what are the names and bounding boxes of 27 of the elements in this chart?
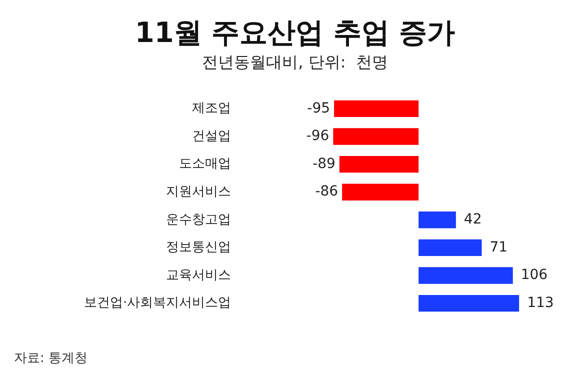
data-label: -95 [307, 100, 330, 116]
bar [418, 212, 456, 228]
data-label: 113 [527, 294, 554, 311]
data-label: -96 [306, 128, 330, 144]
chart-title: 11월 주요산업 추업 증가 [134, 16, 456, 50]
y-tick-label: 교육서비스 [166, 268, 232, 283]
y-tick-label: 지원서비스 [166, 184, 232, 200]
bar [334, 100, 419, 118]
bar [342, 184, 419, 200]
bar [418, 267, 513, 284]
y-tick-label: 정보통신업 [166, 240, 232, 256]
data-label: 71 [490, 239, 508, 256]
y-tick-label: 건설업 [192, 128, 232, 144]
bar [339, 156, 419, 173]
data-label: -89 [312, 156, 336, 172]
data-label: 106 [520, 267, 548, 284]
y-tick-label: 보건업·사회복지서비스업 [84, 296, 232, 311]
bar [333, 128, 419, 145]
bar [418, 239, 482, 256]
chart-subtitle: 전년동월대비, 단위: 천명 [202, 52, 388, 72]
data-label: 42 [464, 212, 482, 228]
data-label: -86 [315, 184, 338, 200]
y-tick-label: 제조업 [192, 101, 232, 116]
text: 자료: 통계청 [14, 350, 88, 366]
y-tick-label: 도소매업 [179, 156, 232, 172]
bar [418, 294, 520, 312]
y-tick-label: 운수창고업 [166, 212, 232, 228]
